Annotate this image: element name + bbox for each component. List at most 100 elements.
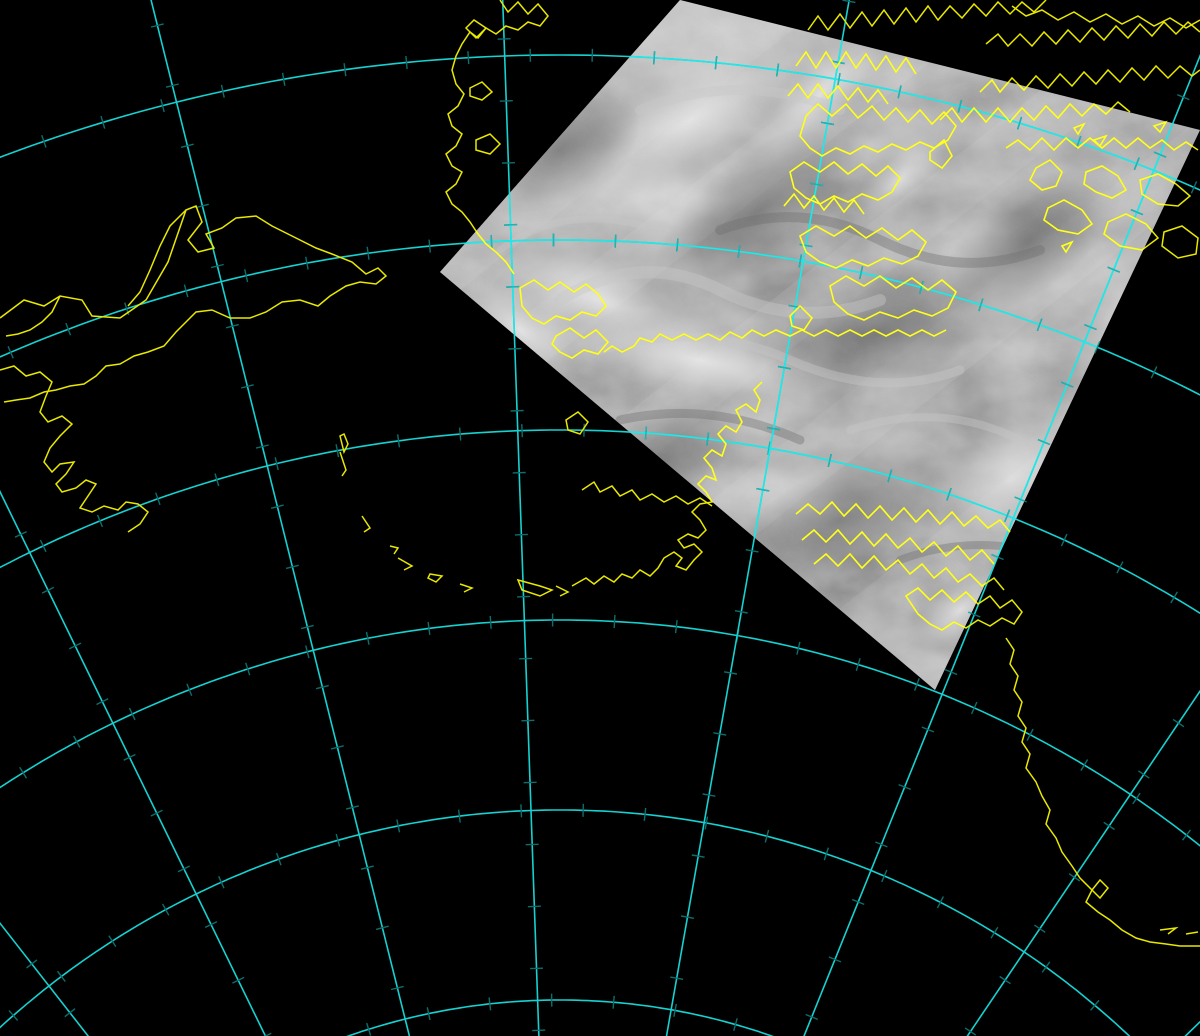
parallel-tick [674,620,678,634]
parallel-tick [676,238,679,252]
meridian-tick [497,38,511,40]
parallel-tick [767,441,771,455]
parallel-tick [427,621,431,635]
parallel-tick [428,239,431,253]
island-aleut-1 [339,451,347,477]
island-aleut-7 [516,578,554,597]
parallel-tick [673,1003,677,1017]
parallel-tick [714,56,718,70]
parallel-tick [796,641,801,655]
parallel-tick [366,1022,372,1036]
parallel-tick [827,453,832,467]
meridian-tick [225,323,239,329]
coast-alaska-north [603,329,947,353]
parallel-tick [521,424,523,438]
meridian-tick [195,203,209,209]
coast-arctic-island-i [1139,173,1192,207]
coast-melville [799,225,927,269]
parallel-tick [218,876,225,889]
meridian-tick [756,487,770,492]
meridian-tick [96,698,109,706]
parallel-tick [56,970,66,983]
parallel-tick [39,539,47,553]
coast-greenland [1011,5,1200,29]
parallel-tick [613,614,616,629]
meridian-tick [527,905,541,908]
island-aleut-8 [555,585,570,597]
coast-kamchatka [0,365,150,533]
parallel-tick [305,645,310,659]
meridian-tick [504,223,518,226]
meridian-tick [1107,266,1120,273]
parallel-tick [1090,999,1100,1011]
meridian-tick [499,100,513,102]
meridian-tick [831,60,845,65]
parallel-tick [7,346,14,359]
island-bc-1 [1159,926,1179,935]
island-aleut-6 [459,583,474,593]
coast-ellesmere-3 [469,81,494,101]
meridian-120W [966,689,1200,1036]
parallel-tick [343,63,347,77]
meridian-tick [777,365,791,370]
meridian-tick [670,976,684,980]
coast-arctic-island-g [1029,159,1063,191]
parallel-tick [1060,533,1068,547]
meridian-tick [263,1032,272,1036]
parallel-tick [1150,366,1158,379]
meridian-tick [360,865,374,870]
meridian-tick [999,975,1011,985]
meridian-tick [921,726,935,733]
parallel-tick [704,816,709,830]
coast-victoria-island [799,102,957,157]
coast-arctic-small-3 [1152,120,1168,134]
parallel-tick [1004,509,1011,522]
parallel-tick [1181,829,1192,841]
meridian-tick [517,595,531,598]
parallel-55N [345,999,775,1036]
parallel-tick [274,457,279,471]
meridian-tick [532,1029,546,1032]
meridian-tick [944,668,958,676]
coast-arctic-island-g [1029,159,1063,191]
meridian-tick [150,809,163,817]
parallel-tick [897,85,902,99]
parallel-tick [1190,181,1198,194]
meridian-tick [390,985,404,991]
parallel-tick [520,804,523,818]
island-aleut-4 [397,557,414,571]
parallel-tick [946,487,952,501]
meridian-tick [820,121,834,126]
meridian-tick [345,805,359,810]
meridian-tick [177,865,191,873]
parallel-tick [990,926,999,939]
coast-bristol [565,411,589,435]
meridian-tick [799,243,813,248]
meridian-tick [123,753,136,761]
meridian-tick [1130,209,1144,216]
parallel-tick [457,809,461,823]
parallel-tick [186,683,193,697]
coast-arctic-island-l [1161,225,1199,259]
meridian-tick [68,642,82,650]
parallel-tick [335,444,340,458]
parallel-tick [764,829,770,843]
coast-bc-inlet [1090,878,1110,900]
parallel-tick [733,1018,738,1031]
coast-ellesmere [445,0,549,275]
parallel-tick [335,833,341,847]
meridian-tick [875,841,888,848]
meridian-tick [315,684,329,690]
parallel-60N [0,809,1131,1036]
parallel-tick [653,51,656,65]
meridian-tick [1060,381,1074,388]
parallel-tick [823,847,830,861]
coast-ellesmere-2 [464,19,488,40]
meridian-tick [232,976,245,984]
parallel-tick [490,235,493,249]
coast-chukotka [0,206,386,402]
coast-chukotka-inner [6,210,186,336]
parallel-65N [0,619,1200,847]
parallel-70N [0,429,1200,615]
